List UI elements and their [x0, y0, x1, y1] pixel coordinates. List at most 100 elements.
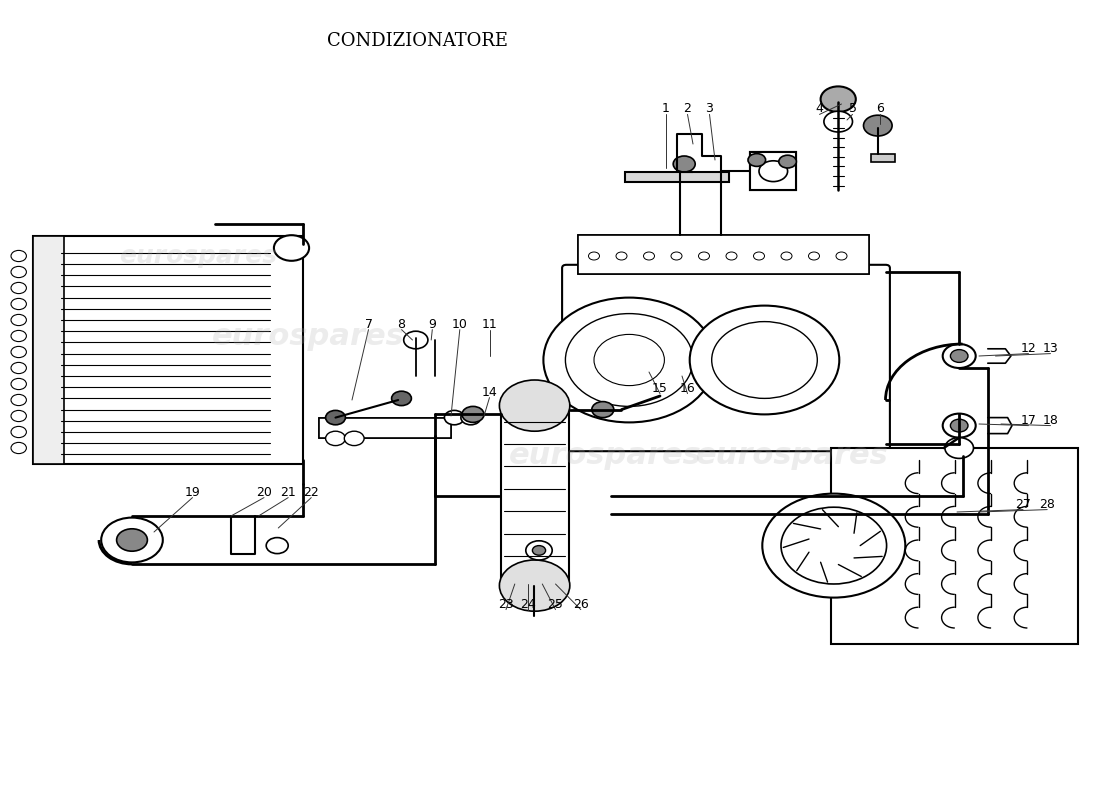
Circle shape: [950, 350, 968, 362]
Circle shape: [11, 426, 26, 438]
Circle shape: [326, 410, 345, 425]
Circle shape: [748, 154, 766, 166]
Circle shape: [444, 410, 464, 425]
Text: 20: 20: [256, 486, 272, 498]
Circle shape: [274, 235, 309, 261]
Text: 15: 15: [652, 382, 668, 394]
Bar: [750, 152, 796, 190]
Circle shape: [762, 494, 905, 598]
Circle shape: [11, 314, 26, 326]
Circle shape: [499, 380, 570, 431]
Bar: [500, 406, 569, 586]
Circle shape: [11, 298, 26, 310]
Circle shape: [712, 322, 817, 398]
Text: 7: 7: [364, 318, 373, 330]
Circle shape: [344, 431, 364, 446]
Text: 4: 4: [815, 102, 824, 114]
Circle shape: [810, 528, 858, 563]
Text: 16: 16: [680, 382, 695, 394]
Circle shape: [543, 298, 715, 422]
Circle shape: [526, 541, 552, 560]
Text: 27: 27: [1015, 498, 1031, 510]
Circle shape: [532, 546, 546, 555]
Circle shape: [616, 252, 627, 260]
Circle shape: [950, 419, 968, 432]
Bar: [830, 448, 1078, 644]
FancyBboxPatch shape: [562, 265, 890, 451]
Text: 24: 24: [520, 598, 536, 610]
Text: 9: 9: [428, 318, 437, 330]
Text: eurospares: eurospares: [119, 244, 277, 268]
Circle shape: [499, 560, 570, 611]
Circle shape: [326, 431, 345, 446]
Text: 11: 11: [482, 318, 497, 330]
Circle shape: [462, 406, 484, 422]
Circle shape: [266, 538, 288, 554]
Circle shape: [101, 518, 163, 562]
Text: 14: 14: [482, 386, 497, 398]
Text: CONDIZIONATORE: CONDIZIONATORE: [328, 32, 508, 50]
Circle shape: [594, 334, 664, 386]
Circle shape: [11, 266, 26, 278]
Circle shape: [943, 344, 976, 368]
Text: 21: 21: [280, 486, 296, 498]
Bar: [578, 235, 869, 274]
Text: 22: 22: [304, 486, 319, 498]
Circle shape: [945, 438, 974, 458]
Bar: [319, 418, 451, 438]
Text: 10: 10: [452, 318, 468, 330]
Text: 6: 6: [876, 102, 884, 114]
Text: 5: 5: [848, 102, 857, 114]
Circle shape: [808, 252, 820, 260]
Circle shape: [781, 252, 792, 260]
Circle shape: [821, 86, 856, 112]
Circle shape: [836, 252, 847, 260]
Bar: [578, 235, 869, 274]
Circle shape: [11, 410, 26, 422]
Circle shape: [588, 252, 600, 260]
Circle shape: [644, 252, 654, 260]
Bar: [319, 418, 451, 438]
Circle shape: [11, 378, 26, 390]
Text: 23: 23: [498, 598, 514, 610]
Text: 3: 3: [705, 102, 714, 114]
Text: 25: 25: [548, 598, 563, 610]
Circle shape: [11, 362, 26, 374]
Bar: [625, 172, 729, 182]
Text: eurospares: eurospares: [695, 442, 889, 470]
Bar: [33, 236, 64, 464]
Bar: [750, 152, 796, 190]
Text: 19: 19: [185, 486, 200, 498]
Text: 13: 13: [1043, 342, 1058, 354]
Text: eurospares: eurospares: [211, 322, 405, 350]
Circle shape: [754, 252, 764, 260]
Circle shape: [461, 410, 481, 425]
Circle shape: [673, 156, 695, 172]
Text: eurospares: eurospares: [508, 442, 702, 470]
Circle shape: [565, 314, 693, 406]
Circle shape: [779, 155, 796, 168]
Text: 8: 8: [397, 318, 406, 330]
Circle shape: [11, 442, 26, 454]
Circle shape: [11, 330, 26, 342]
Circle shape: [759, 161, 788, 182]
Circle shape: [117, 529, 147, 551]
Circle shape: [824, 111, 852, 132]
Circle shape: [690, 306, 839, 414]
Bar: [871, 154, 895, 162]
Circle shape: [11, 394, 26, 406]
Circle shape: [726, 252, 737, 260]
Bar: [33, 236, 302, 464]
Circle shape: [404, 331, 428, 349]
Circle shape: [592, 402, 614, 418]
Text: 18: 18: [1043, 414, 1058, 426]
Text: 17: 17: [1021, 414, 1036, 426]
Circle shape: [11, 282, 26, 294]
Circle shape: [392, 391, 411, 406]
Text: 2: 2: [683, 102, 692, 114]
Circle shape: [781, 507, 887, 584]
Text: 12: 12: [1021, 342, 1036, 354]
Text: 28: 28: [1040, 498, 1055, 510]
Circle shape: [11, 346, 26, 358]
Circle shape: [11, 250, 26, 262]
